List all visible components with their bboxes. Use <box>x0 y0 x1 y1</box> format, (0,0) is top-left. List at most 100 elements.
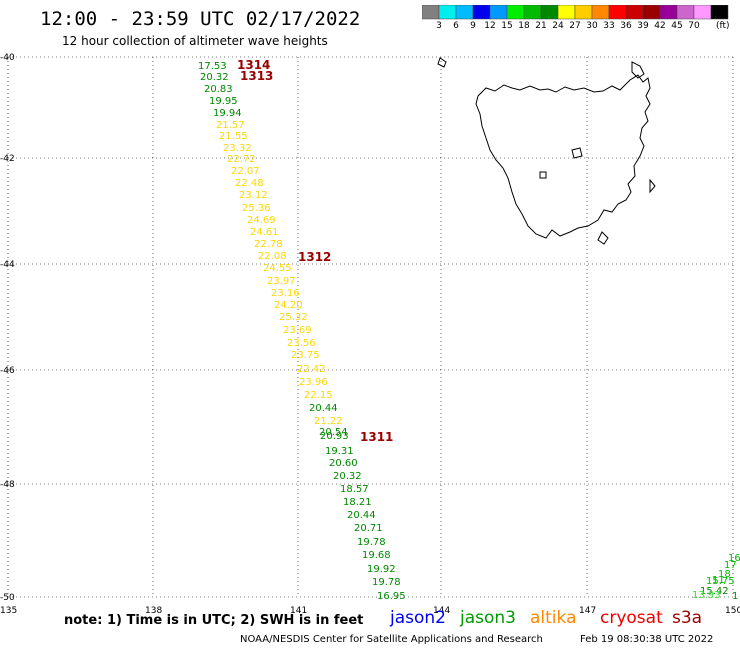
longitude-label: 135 <box>0 606 17 616</box>
swh-value-label: 21.57 <box>216 120 245 131</box>
lake-1 <box>539 171 547 179</box>
swh-value-label: 19.94 <box>213 108 242 119</box>
color-scale-label: 21 <box>535 21 547 31</box>
swh-value-label: 19.92 <box>367 564 396 575</box>
color-scale-label: 45 <box>671 21 683 31</box>
swh-value-label: 24.69 <box>247 215 276 226</box>
swh-value-label: 22.07 <box>231 166 260 177</box>
swh-value-label: 21.55 <box>219 131 248 142</box>
latitude-label: -40 <box>0 53 15 63</box>
swh-value-label: 20.54 <box>319 427 348 438</box>
swh-value-label: 20.32 <box>333 471 362 482</box>
swh-value-label: 23.16 <box>271 288 300 299</box>
longitude-label: 138 <box>145 606 162 616</box>
footer-note: note: 1) Time is in UTC; 2) SWH is in fe… <box>64 613 364 628</box>
color-scale-unit: (ft) <box>716 21 730 31</box>
swh-value-label: 23.12 <box>239 190 268 201</box>
color-scale-label: 70 <box>688 21 700 31</box>
color-scale-label: 15 <box>501 21 513 31</box>
map-subtitle: 12 hour collection of altimeter wave hei… <box>62 34 328 48</box>
swh-value-label: 20.60 <box>329 458 358 469</box>
color-scale-label: 36 <box>620 21 632 31</box>
king-island <box>437 57 447 68</box>
swh-value-label: 20.32 <box>200 72 229 83</box>
color-scale-label: 6 <box>453 21 459 31</box>
swh-labels: 17.5320.3220.8319.9519.9421.5721.5523.32… <box>198 58 740 602</box>
swh-value-label: 24.55 <box>263 263 292 274</box>
swh-value-label: 16 <box>728 553 740 564</box>
longitude-label: 147 <box>579 606 596 616</box>
maria-island <box>649 178 656 194</box>
swh-value-label: 23.69 <box>283 325 312 336</box>
credit-line: NOAA/NESDIS Center for Satellite Applica… <box>240 634 543 645</box>
pass-number-label: 1313 <box>240 69 273 83</box>
swh-value-label: 15.42 <box>700 586 729 597</box>
tasmania-main-island <box>475 74 651 239</box>
swh-value-label: 19.95 <box>209 96 238 107</box>
swh-value-label: 18.21 <box>343 497 372 508</box>
swh-value-label: 20.71 <box>354 523 383 534</box>
generated-time: Feb 19 08:30:38 UTC 2022 <box>580 634 714 645</box>
swh-value-label: 22.78 <box>254 239 283 250</box>
longitude-label: 144 <box>433 606 450 616</box>
swh-value-label: 24.20 <box>274 300 303 311</box>
color-scale-legend <box>422 5 729 20</box>
latitude-label: -44 <box>0 260 15 270</box>
swh-value-label: 11 <box>712 575 725 586</box>
swh-value-label: 23.32 <box>223 143 252 154</box>
latitude-label: -48 <box>0 480 15 490</box>
color-scale-label: 9 <box>470 21 476 31</box>
swh-value-label: 25.36 <box>242 203 271 214</box>
longitude-label: 150 <box>725 606 740 616</box>
swh-value-label: 19.78 <box>357 537 386 548</box>
flinders-island <box>631 61 645 79</box>
lat-lon-grid: -40 -42 -44 -46 -48 -50 135 138 141 144 147 150 <box>0 53 740 616</box>
swh-value-label: 22.15 <box>304 390 333 401</box>
swh-value-label: 20.44 <box>347 510 376 521</box>
swh-value-label: 24.61 <box>250 227 279 238</box>
color-scale-label: 30 <box>586 21 598 31</box>
swh-value-label: 23.97 <box>267 276 296 287</box>
longitude-label: 141 <box>290 606 307 616</box>
swh-value-label: 17 <box>724 560 737 571</box>
lake-2 <box>571 147 583 159</box>
satellite-legend-item: jason2 <box>390 608 446 628</box>
color-scale-label: 12 <box>484 21 496 31</box>
swh-value-label: 21.22 <box>314 416 343 427</box>
color-scale-label: 18 <box>518 21 530 31</box>
pass-number-label: 1312 <box>298 250 331 264</box>
color-scale-label: 42 <box>654 21 666 31</box>
swh-value-label: 20.44 <box>309 403 338 414</box>
color-scale-label: 39 <box>637 21 649 31</box>
swh-value-label: 20.83 <box>204 84 233 95</box>
swh-value-label: 22.08 <box>258 251 287 262</box>
swh-value-label: 17.53 <box>198 61 227 72</box>
swh-value-label: 19.68 <box>362 550 391 561</box>
swh-value-label: 20.93 <box>320 431 349 442</box>
swh-value-label: 18 <box>718 569 731 580</box>
swh-value-label: 23.96 <box>299 377 328 388</box>
swh-value-label: 23.75 <box>291 350 320 361</box>
swh-value-label: 13.93 <box>692 590 721 601</box>
swh-value-label: 16.95 <box>377 591 406 602</box>
color-swatch <box>710 5 729 20</box>
swh-value-label: 23.56 <box>287 338 316 349</box>
satellite-legend-item: altika <box>530 608 577 628</box>
tasmania-coastline <box>437 57 656 245</box>
swh-value-label: 19.78 <box>372 577 401 588</box>
latitude-label: -50 <box>0 593 15 603</box>
color-scale-label: 24 <box>552 21 564 31</box>
swh-value-label: 15.75 <box>706 576 735 587</box>
swh-value-label: 25.32 <box>279 312 308 323</box>
color-scale-label: 3 <box>436 21 442 31</box>
swh-value-label: 22.42 <box>297 364 326 375</box>
pass-number-label: 1311 <box>360 430 393 444</box>
latitude-label: -46 <box>0 366 15 376</box>
color-scale-label: 33 <box>603 21 615 31</box>
satellite-legend-item: jason3 <box>460 608 516 628</box>
swh-value-label: 22.48 <box>235 178 264 189</box>
swh-value-label: 22.72 <box>227 154 256 165</box>
latitude-label: -42 <box>0 154 15 164</box>
swh-value-label: 19.31 <box>325 446 354 457</box>
